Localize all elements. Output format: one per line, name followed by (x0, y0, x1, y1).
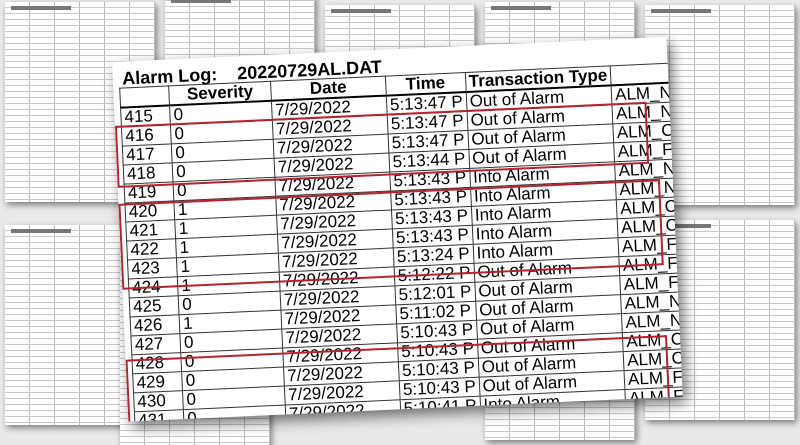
row-number: 416 (121, 124, 172, 147)
row-number: 430 (133, 390, 184, 412)
header-cell (119, 85, 170, 108)
row-number: 422 (126, 238, 177, 261)
row-number: 424 (128, 276, 179, 298)
row-number: 415 (120, 105, 171, 128)
row-number: 420 (124, 200, 175, 223)
date: 7/29/2022 (285, 418, 402, 422)
row-number: 423 (127, 257, 178, 279)
row-number: 419 (124, 181, 175, 204)
date: 7/29/2022 (285, 399, 401, 422)
row-number: 429 (132, 371, 183, 393)
alarm-log-sheet: Alarm Log: 20220729AL.DAT Severity Date Ti… (112, 36, 683, 422)
time: 5:09:39 P (400, 415, 482, 422)
row-number: 425 (129, 295, 180, 317)
row-number: 426 (130, 314, 181, 336)
row-number: 427 (130, 333, 181, 355)
row-number: 418 (123, 162, 174, 185)
alarm-table: Alarm Log: 20220729AL.DAT Severity Date Ti… (118, 38, 683, 422)
row-number: 421 (125, 219, 176, 242)
row-number: 428 (131, 352, 182, 374)
row-number: 417 (122, 143, 173, 166)
time: 5:10:41 P (399, 396, 481, 419)
